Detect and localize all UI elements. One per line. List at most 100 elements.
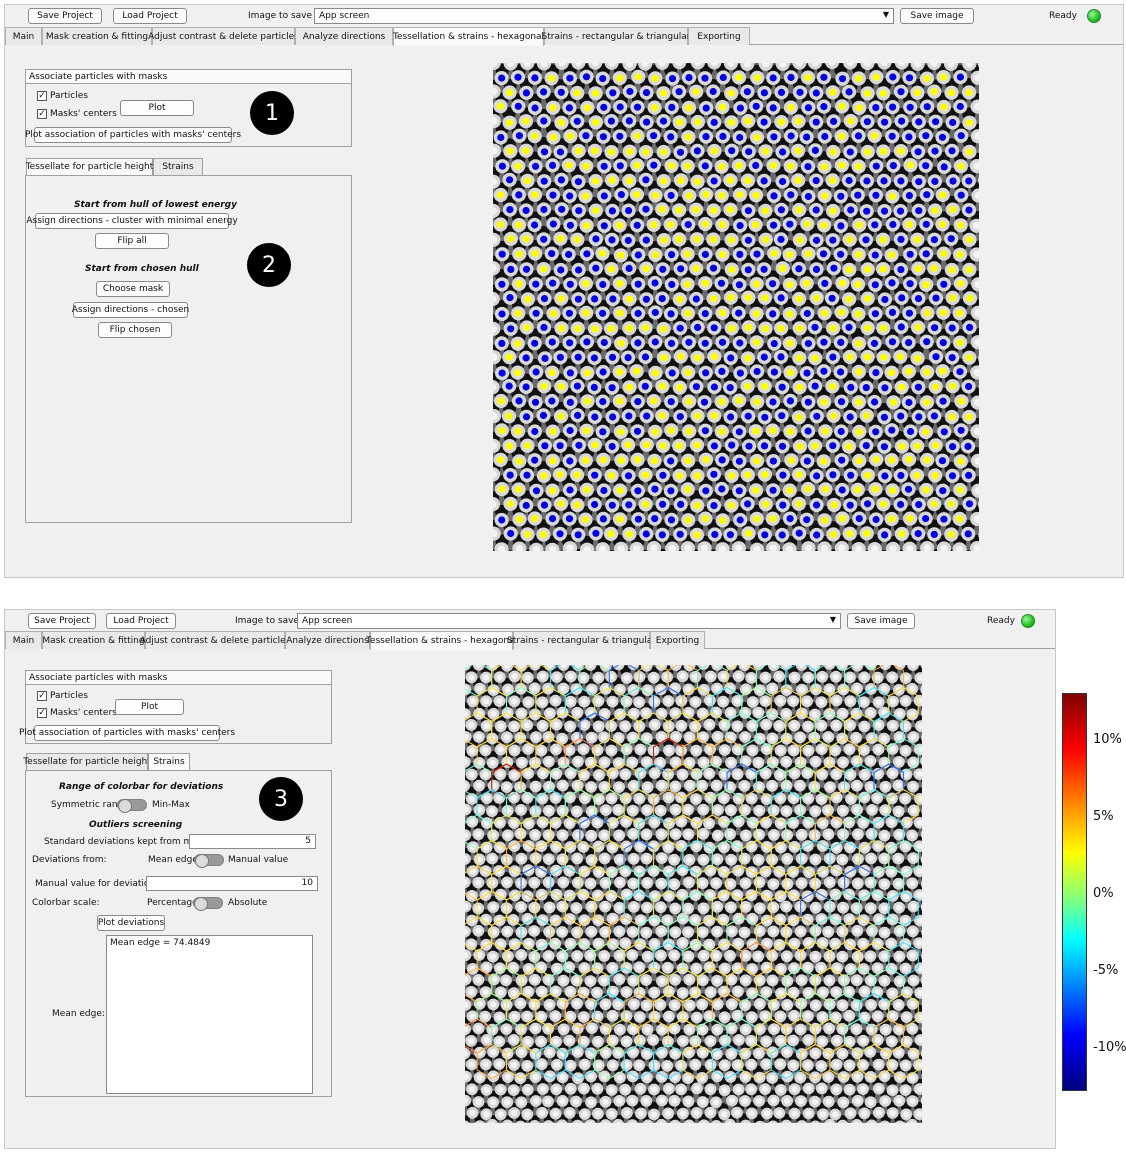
particle-marker — [566, 132, 574, 140]
particle-marker — [736, 339, 744, 347]
particle-marker — [531, 339, 539, 347]
particle-marker — [787, 104, 795, 112]
std-input[interactable]: 5 — [189, 834, 316, 849]
particle-marker — [838, 75, 847, 83]
particle-marker — [599, 428, 607, 436]
particle-marker — [922, 162, 930, 170]
particle-marker — [915, 413, 923, 421]
particle-marker — [556, 442, 564, 450]
tab-mask-creation[interactable]: Mask creation & fitting — [42, 631, 145, 649]
strain-image-bottom[interactable] — [465, 665, 922, 1123]
subtab-strains[interactable]: Strains — [148, 753, 190, 770]
particle-marker — [762, 500, 770, 508]
save-project-button[interactable]: Save Project — [28, 613, 96, 629]
mean-edge-textarea[interactable]: Mean edge = 74.4849 — [106, 935, 313, 1094]
subtab-tessellate[interactable]: Tessellate for particle height — [26, 158, 153, 175]
particle-marker — [582, 162, 590, 170]
particle-marker — [497, 191, 505, 199]
load-project-button[interactable]: Load Project — [106, 613, 176, 629]
flip-all-button[interactable]: Flip all — [95, 233, 169, 249]
particle-marker — [948, 472, 957, 480]
particle-marker — [592, 264, 600, 272]
masks-centers-checkbox[interactable]: ✓ Masks' centers — [37, 708, 117, 718]
particle-marker — [949, 443, 957, 451]
tab-exporting[interactable]: Exporting — [688, 27, 750, 45]
tab-strains-rectangular[interactable]: Strains - rectangular & triangular — [507, 631, 656, 649]
colorbar — [1062, 693, 1087, 1091]
manual-value-input[interactable]: 10 — [146, 876, 318, 891]
particle-marker — [913, 442, 921, 450]
particle-marker — [947, 89, 956, 97]
particle-marker — [616, 221, 624, 230]
particle-marker — [651, 338, 659, 346]
strains-panel: Range of colorbar for deviations Symmetr… — [25, 770, 332, 1097]
tab-analyze-directions[interactable]: Analyze directions — [295, 27, 393, 45]
particle-marker — [769, 74, 777, 82]
particle-marker — [930, 412, 938, 420]
subtab-tessellate[interactable]: Tessellate for particle height — [23, 753, 151, 770]
plot-button[interactable]: Plot — [115, 699, 184, 715]
assign-min-energy-button[interactable]: Assign directions - cluster with minimal… — [26, 213, 238, 229]
tab-tessellation-hexagonal[interactable]: Tessellation & strains - hexagonal — [393, 27, 544, 46]
tab-analyze-directions[interactable]: Analyze directions — [285, 631, 370, 649]
particle-marker — [923, 103, 931, 111]
plot-association-button[interactable]: Plot association of particles with masks… — [19, 725, 235, 741]
particle-marker — [830, 264, 838, 272]
subtab-strains[interactable]: Strains — [153, 158, 203, 175]
particle-marker — [930, 500, 938, 508]
tab-adjust-contrast[interactable]: Adjust contrast & delete particles — [148, 27, 299, 45]
plot-deviations-button[interactable]: Plot deviations — [97, 915, 165, 931]
assign-chosen-button[interactable]: Assign directions - chosen — [72, 302, 189, 318]
flip-chosen-button[interactable]: Flip chosen — [98, 322, 172, 338]
save-image-button[interactable]: Save image — [847, 613, 915, 629]
particle-marker — [633, 103, 642, 111]
tab-strains-rectangular[interactable]: Strains - rectangular & triangular — [542, 27, 691, 45]
particle-marker — [881, 531, 889, 539]
tab-main[interactable]: Main — [5, 27, 42, 45]
particle-marker — [540, 501, 549, 509]
tab-main[interactable]: Main — [5, 631, 42, 649]
particle-marker — [607, 265, 616, 273]
particle-marker — [811, 146, 819, 154]
particle-marker — [693, 147, 701, 155]
particle-marker — [575, 441, 583, 449]
particle-marker — [863, 412, 871, 420]
load-project-button[interactable]: Load Project — [113, 8, 187, 24]
plot-association-button[interactable]: Plot association of particles with masks… — [25, 127, 241, 143]
particle-image-top[interactable] — [493, 63, 979, 551]
particle-marker — [539, 411, 548, 419]
particle-marker — [565, 250, 573, 259]
particle-marker — [668, 75, 677, 83]
particles-checkbox[interactable]: ✓ Particles — [37, 691, 88, 701]
particle-marker — [684, 368, 692, 377]
particle-marker — [879, 324, 887, 332]
particle-marker — [813, 294, 821, 302]
save-project-button[interactable]: Save Project — [28, 8, 102, 24]
particle-marker — [752, 191, 760, 199]
masks-centers-checkbox[interactable]: ✓ Masks' centers — [37, 109, 117, 119]
plot-button[interactable]: Plot — [120, 100, 194, 116]
particle-marker — [573, 117, 581, 125]
particle-marker — [617, 339, 625, 347]
tab-exporting[interactable]: Exporting — [650, 631, 705, 649]
particle-marker — [659, 471, 667, 479]
particle-marker — [701, 220, 709, 228]
particle-marker — [787, 456, 795, 464]
particle-marker — [617, 456, 625, 464]
tab-tessellation-hexagonal[interactable]: Tessellation & strains - hexagonal — [366, 631, 517, 650]
image-to-save-dropdown[interactable]: App screen ▼ — [297, 613, 841, 629]
tab-mask-creation[interactable]: Mask creation & fitting — [42, 27, 152, 45]
deviations-from-toggle[interactable] — [194, 854, 224, 868]
particle-marker — [931, 147, 939, 155]
tab-adjust-contrast[interactable]: Adjust contrast & delete particles — [140, 631, 290, 649]
image-to-save-dropdown[interactable]: App screen ▼ — [314, 8, 894, 24]
deviations-from-label: Deviations from: — [32, 855, 107, 865]
particle-marker — [540, 382, 548, 390]
particles-checkbox[interactable]: ✓ Particles — [37, 91, 88, 101]
particle-marker — [745, 148, 753, 156]
colorbar-scale-toggle[interactable] — [193, 897, 223, 911]
save-image-button[interactable]: Save image — [900, 8, 974, 24]
choose-mask-button[interactable]: Choose mask — [96, 281, 170, 297]
particle-marker — [515, 397, 523, 405]
range-toggle[interactable] — [117, 799, 147, 813]
